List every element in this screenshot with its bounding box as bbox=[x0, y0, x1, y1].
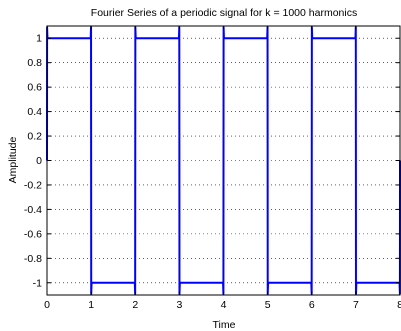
x-tick-label: 1 bbox=[88, 299, 94, 311]
y-tick-label: -0.2 bbox=[24, 179, 42, 191]
signal-series bbox=[46, 26, 401, 295]
x-tick-label: 2 bbox=[132, 299, 138, 311]
y-tick-label: -0.4 bbox=[24, 204, 42, 216]
x-tick-label: 8 bbox=[397, 299, 401, 311]
x-tick-label: 3 bbox=[176, 299, 182, 311]
y-axis-ticks: 1 0.8 0.6 0.4 0.2 0 -0.2 -0.4 -0.6 -0.8 -1 bbox=[24, 33, 400, 289]
x-tick-label: 4 bbox=[221, 299, 227, 311]
y-tick-label: 0 bbox=[36, 155, 42, 167]
x-tick-label: 6 bbox=[309, 299, 315, 311]
y-tick-label: 0.4 bbox=[27, 106, 42, 118]
y-tick-label: 0.8 bbox=[27, 57, 42, 69]
x-axis-ticks: 0 1 2 3 4 5 6 7 8 bbox=[44, 26, 401, 311]
chart-title: Fourier Series of a periodic signal for … bbox=[91, 7, 357, 19]
y-tick-label: -0.8 bbox=[24, 253, 42, 265]
x-axis-label: Time bbox=[213, 319, 236, 331]
x-tick-label: 5 bbox=[265, 299, 271, 311]
y-tick-label: 0.6 bbox=[27, 82, 42, 94]
y-tick-label: -0.6 bbox=[24, 228, 42, 240]
signal-line bbox=[46, 26, 401, 295]
y-tick-label: 1 bbox=[36, 33, 42, 45]
x-tick-label: 0 bbox=[44, 299, 50, 311]
x-tick-label: 7 bbox=[353, 299, 359, 311]
y-axis-label: Amplitude bbox=[7, 137, 19, 184]
y-tick-label: 0.2 bbox=[27, 131, 42, 143]
y-tick-label: -1 bbox=[33, 277, 42, 289]
